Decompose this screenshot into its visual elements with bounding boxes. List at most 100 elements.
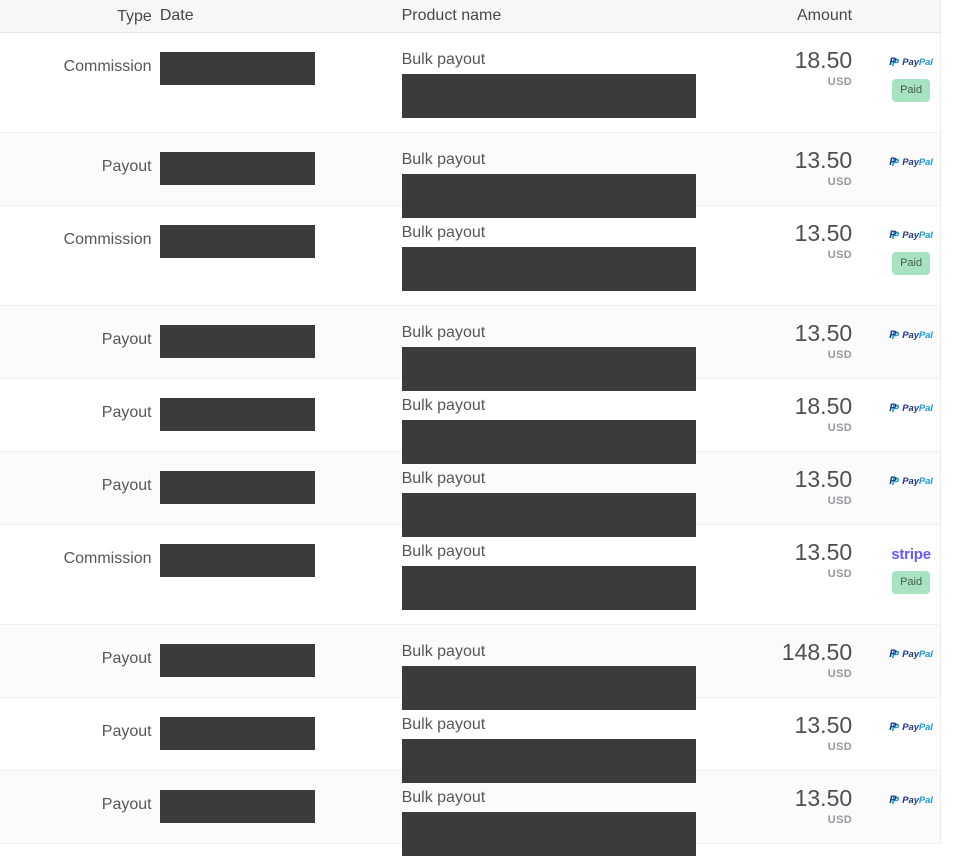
table-row[interactable]: Commission Bulk payout 18.50 USD P P PayPa… — [0, 33, 940, 133]
redacted-date-box — [159, 544, 315, 577]
provider-cell: P P PayPal Paid — [852, 206, 940, 305]
paypal-wordmark: PayPal — [902, 56, 933, 68]
table-row[interactable]: Payout Bulk payout 13.50 USD P P PayPal — [0, 133, 940, 218]
paypal-logo: P P PayPal — [889, 150, 933, 174]
type-label: Commission — [63, 58, 152, 75]
date-cell — [152, 306, 315, 378]
provider-cell: P P PayPal — [852, 379, 940, 451]
provider-cell: P P PayPal — [852, 698, 940, 770]
redacted-product-box — [401, 812, 696, 856]
column-header-product: Product name — [401, 7, 502, 24]
stripe-logo: stripe — [891, 542, 931, 566]
provider-cell: P P PayPal — [852, 306, 940, 378]
date-cell — [152, 698, 315, 770]
product-cell: Bulk payout — [315, 698, 696, 783]
redacted-date-box — [159, 225, 315, 258]
table-row[interactable]: Commission Bulk payout 13.50 USD stripe … — [0, 525, 940, 625]
provider-cell: P P PayPal — [852, 625, 940, 697]
date-cell — [152, 133, 315, 205]
redacted-date-box — [159, 398, 315, 431]
column-header-amount: Amount — [796, 7, 853, 24]
type-label: Payout — [101, 650, 152, 667]
paypal-logo: P P PayPal — [889, 642, 933, 666]
amount-cell: 13.50 USD — [696, 133, 853, 205]
table-row[interactable]: Commission Bulk payout 13.50 USD P P PayPa… — [0, 206, 940, 306]
product-name-label: Bulk payout — [401, 716, 486, 733]
date-cell — [152, 625, 315, 697]
currency-label: USD — [827, 568, 853, 580]
provider-cell: P P PayPal — [852, 771, 940, 843]
column-header-type: Type — [117, 8, 152, 25]
provider-cell: P P PayPal — [852, 133, 940, 205]
amount-cell: 13.50 USD — [696, 698, 853, 770]
amount-value: 13.50 — [794, 320, 853, 346]
product-name-label: Bulk payout — [401, 789, 486, 806]
date-cell — [152, 379, 315, 451]
amount-cell: 13.50 USD — [696, 206, 853, 305]
type-label: Commission — [63, 550, 152, 567]
paypal-logo: P P PayPal — [889, 223, 933, 247]
paypal-wordmark: PayPal — [902, 648, 933, 660]
amount-cell: 148.50 USD — [696, 625, 853, 697]
provider-cell: stripe Paid — [852, 525, 940, 624]
paypal-wordmark: PayPal — [902, 329, 933, 341]
currency-label: USD — [827, 741, 853, 753]
table-row[interactable]: Payout Bulk payout 148.50 USD P P PayPal — [0, 625, 940, 710]
amount-value: 13.50 — [794, 466, 853, 492]
table-row[interactable]: Payout Bulk payout 13.50 USD P P PayPal — [0, 698, 940, 783]
redacted-product-box — [401, 493, 696, 537]
date-cell — [152, 33, 315, 132]
paypal-logo: P P PayPal — [889, 323, 933, 347]
table-row[interactable]: Payout Bulk payout 13.50 USD P P PayPal — [0, 771, 940, 856]
currency-label: USD — [827, 814, 853, 826]
redacted-product-box — [401, 420, 696, 464]
redacted-date-box — [159, 52, 315, 85]
provider-cell: P P PayPal — [852, 452, 940, 524]
column-header-date: Date — [159, 7, 194, 24]
redacted-product-box — [401, 247, 696, 291]
table-row[interactable]: Payout Bulk payout 18.50 USD P P PayPal — [0, 379, 940, 464]
amount-cell: 18.50 USD — [696, 379, 853, 451]
date-cell — [152, 525, 315, 624]
product-name-label: Bulk payout — [401, 151, 486, 168]
product-cell: Bulk payout — [315, 452, 696, 537]
amount-value: 148.50 — [781, 639, 853, 665]
paypal-wordmark: PayPal — [902, 721, 933, 733]
amount-value: 18.50 — [794, 47, 853, 73]
date-cell — [152, 771, 315, 843]
paypal-logo: P P PayPal — [889, 469, 933, 493]
redacted-date-box — [159, 325, 315, 358]
product-name-label: Bulk payout — [401, 470, 486, 487]
type-label: Payout — [101, 404, 152, 421]
paypal-wordmark: PayPal — [902, 794, 933, 806]
amount-value: 13.50 — [794, 220, 853, 246]
currency-label: USD — [827, 349, 853, 361]
product-name-label: Bulk payout — [401, 543, 486, 560]
table-body: Commission Bulk payout 18.50 USD P P PayPa… — [0, 33, 940, 856]
table-header: Type Date Product name Amount — [0, 0, 940, 33]
provider-cell: P P PayPal Paid — [852, 33, 940, 132]
type-label: Commission — [63, 231, 152, 248]
table-row[interactable]: Payout Bulk payout 13.50 USD P P PayPal — [0, 306, 940, 391]
type-label: Payout — [101, 158, 152, 175]
redacted-date-box — [159, 717, 315, 750]
redacted-product-box — [401, 74, 696, 118]
product-name-label: Bulk payout — [401, 324, 486, 341]
amount-value: 13.50 — [794, 539, 853, 565]
paypal-logo: P P PayPal — [889, 715, 933, 739]
amount-cell: 13.50 USD — [696, 525, 853, 624]
currency-label: USD — [827, 668, 853, 680]
amount-cell: 13.50 USD — [696, 452, 853, 524]
redacted-date-box — [159, 471, 315, 504]
table-row[interactable]: Payout Bulk payout 13.50 USD P P PayPal — [0, 452, 940, 537]
product-name-label: Bulk payout — [401, 224, 486, 241]
column-header-provider — [852, 0, 940, 32]
stripe-wordmark: stripe — [891, 545, 931, 563]
type-label: Payout — [101, 331, 152, 348]
